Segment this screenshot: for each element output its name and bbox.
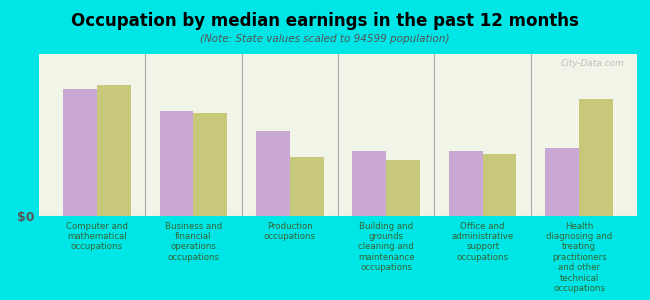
Text: City-Data.com: City-Data.com: [561, 59, 625, 68]
Bar: [159, 111, 193, 216]
Bar: [97, 85, 131, 216]
Bar: [63, 89, 97, 216]
Text: (Note: State values scaled to 94599 population): (Note: State values scaled to 94599 popu…: [200, 34, 450, 44]
Text: Occupation by median earnings in the past 12 months: Occupation by median earnings in the pas…: [71, 12, 579, 30]
Bar: [386, 160, 420, 216]
Bar: [352, 151, 386, 216]
Bar: [193, 112, 227, 216]
Bar: [290, 158, 324, 216]
Bar: [256, 131, 290, 216]
Bar: [579, 99, 613, 216]
Bar: [545, 148, 579, 216]
Bar: [483, 154, 517, 216]
Bar: [449, 151, 483, 216]
